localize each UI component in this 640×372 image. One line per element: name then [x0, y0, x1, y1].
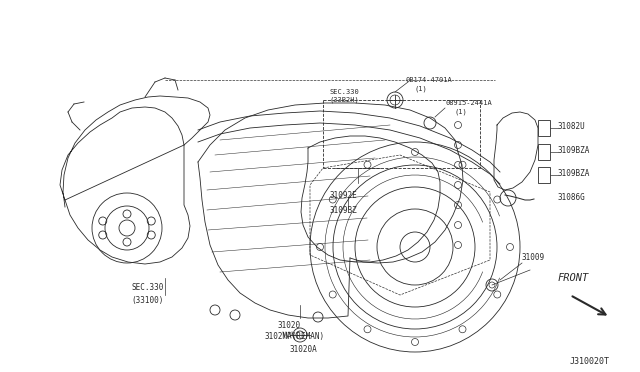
Text: 3102MP(REMAN): 3102MP(REMAN) — [265, 331, 325, 340]
Text: (33100): (33100) — [132, 295, 164, 305]
Text: SEC.330: SEC.330 — [330, 89, 360, 95]
Text: 3109BZ: 3109BZ — [330, 205, 358, 215]
Text: (33B2H): (33B2H) — [330, 97, 360, 103]
Text: 31082U: 31082U — [558, 122, 586, 131]
Text: FRONT: FRONT — [558, 273, 589, 283]
Text: SEC.330: SEC.330 — [132, 283, 164, 292]
Bar — [538, 167, 550, 183]
Text: (1): (1) — [455, 109, 468, 115]
Text: 08915-2441A: 08915-2441A — [446, 100, 493, 106]
Text: J310020T: J310020T — [570, 357, 610, 366]
Text: 31020: 31020 — [278, 321, 301, 330]
Text: (1): (1) — [415, 86, 428, 92]
Text: 31092E: 31092E — [330, 190, 358, 199]
Text: 31020A: 31020A — [290, 346, 317, 355]
Text: 3109BZA: 3109BZA — [558, 145, 590, 154]
Bar — [538, 120, 550, 136]
Text: 31086G: 31086G — [558, 192, 586, 202]
Text: 0B174-4701A: 0B174-4701A — [406, 77, 452, 83]
Text: 3109BZA: 3109BZA — [558, 169, 590, 177]
Text: 31009: 31009 — [522, 253, 545, 263]
Bar — [538, 144, 550, 160]
